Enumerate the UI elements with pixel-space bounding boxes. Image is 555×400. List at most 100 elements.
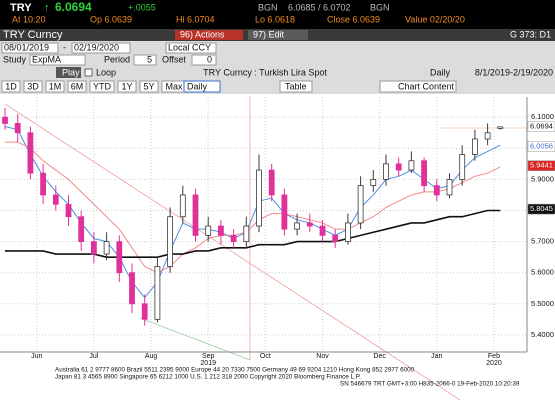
chart-content-button[interactable]	[379, 80, 457, 93]
footer-line: SN 546679 TRT GMT+3:00 H835-2066-0 19-Fe…	[340, 381, 520, 388]
candle-body	[281, 194, 288, 230]
currency-select[interactable]	[165, 42, 217, 54]
tab-label: YTD	[93, 81, 112, 91]
candle-body	[497, 126, 504, 129]
tab-button[interactable]	[67, 80, 87, 93]
y-tick-label: 5.9000	[531, 174, 554, 183]
candle-body	[141, 303, 148, 320]
candle-body	[116, 241, 123, 274]
frequency: Daily	[430, 67, 451, 77]
candle-body	[370, 179, 377, 187]
tab-button[interactable]	[45, 80, 65, 93]
end-date: 02/19/2020	[74, 42, 119, 52]
offset: 0	[207, 54, 212, 64]
candle-body	[268, 169, 275, 196]
ticker: TRY	[10, 2, 32, 14]
currency: Local CCY	[168, 42, 211, 52]
period-label: Period	[104, 54, 130, 64]
candle-body	[230, 234, 237, 243]
candle-body	[192, 194, 199, 236]
play-button[interactable]	[56, 67, 81, 78]
x-tick-label: Nov	[316, 353, 329, 360]
period-select-label: Daily	[187, 81, 208, 91]
high: Hi 6.0704	[176, 14, 215, 24]
candle-body	[446, 179, 453, 196]
candle-body	[78, 216, 85, 243]
table-button[interactable]	[279, 80, 313, 93]
tab-label: 1M	[49, 81, 62, 91]
low: Lo 6.0618	[255, 14, 295, 24]
loop: Loop	[96, 67, 116, 77]
candle-body	[103, 241, 110, 255]
range: 8/1/2019-2/19/2020	[475, 67, 553, 77]
candle-body	[27, 132, 34, 174]
dash: -	[63, 42, 66, 52]
x-tick-label: Dec	[373, 353, 386, 360]
candle-body	[2, 116, 8, 124]
tab-label: 6M	[71, 81, 84, 91]
candle-body	[433, 185, 440, 196]
tab-button[interactable]	[117, 80, 137, 93]
end-input[interactable]	[71, 42, 131, 54]
play: Play	[62, 67, 80, 77]
page-id: G 373: D1	[510, 29, 551, 39]
x-tick-label: Oct	[260, 353, 271, 360]
tab-button[interactable]	[1, 80, 21, 93]
last-value-label: 5.9441	[530, 161, 553, 170]
tab-bar: 1D 3D 1M 6M YTD 1Y 5Y Max	[1, 80, 187, 93]
value-date: Value 02/20/20	[405, 14, 465, 24]
trend-line	[139, 317, 251, 361]
candle-body	[154, 266, 161, 320]
candle-body	[179, 194, 186, 218]
tab-button[interactable]	[89, 80, 115, 93]
chart-content: Chart Content	[398, 81, 455, 91]
tab-label: 1Y	[121, 81, 132, 91]
candle-body	[205, 225, 212, 236]
offset-input[interactable]	[191, 54, 217, 66]
candle-body	[40, 172, 46, 196]
y-tick-label: 5.6000	[531, 268, 554, 277]
study-select[interactable]	[29, 54, 86, 66]
time: At 10:20	[12, 14, 46, 24]
candle-body	[243, 225, 250, 243]
bid-ask: 6.0685 / 6.0702	[288, 2, 351, 12]
chart-title: TRY Curncy : Turkish Lira Spot	[203, 67, 327, 77]
candle-body	[217, 225, 224, 236]
candle-body	[421, 160, 428, 187]
actions-button[interactable]	[175, 30, 243, 40]
start-input[interactable]	[1, 42, 59, 54]
plot: 5.40005.50005.60005.70005.80005.90006.00…	[0, 96, 555, 400]
candle-body	[395, 163, 402, 171]
trend-line	[4, 103, 461, 400]
footer-line: Australia 61 2 9777 8600 Brazil 5511 239…	[55, 367, 415, 374]
candle-body	[383, 163, 389, 180]
moving-average	[4, 126, 501, 299]
candle-body	[344, 222, 351, 243]
period-input[interactable]	[133, 54, 157, 66]
tab-button[interactable]	[139, 80, 159, 93]
ask-source: BGN	[370, 2, 390, 12]
last-value-label: 6.0694	[530, 122, 553, 131]
footer-line: Japan 81 3 4565 8900 Singapore 65 6212 1…	[55, 374, 361, 381]
y-tick-label: 6.1000	[531, 112, 554, 121]
candle-body	[319, 225, 326, 236]
chart-bg	[0, 94, 555, 400]
candle-body	[14, 123, 21, 134]
candle-body	[129, 272, 135, 305]
loop-checkbox[interactable]	[84, 68, 93, 77]
candle-body	[294, 222, 301, 230]
open: Op 6.0639	[90, 14, 132, 24]
edit-button[interactable]	[248, 30, 308, 40]
candle-body	[256, 169, 262, 227]
study: ExpMA	[32, 54, 61, 64]
edit-label: 97) Edit	[253, 29, 285, 39]
candle-body	[408, 160, 415, 171]
period-select[interactable]	[183, 80, 221, 93]
candle-body	[65, 203, 72, 218]
tab-label: 3D	[27, 81, 39, 91]
tab-button[interactable]	[23, 80, 43, 93]
security: TRY Curncy	[3, 29, 63, 41]
x-tick-label: Jan	[431, 353, 442, 360]
candle-body	[91, 241, 97, 255]
